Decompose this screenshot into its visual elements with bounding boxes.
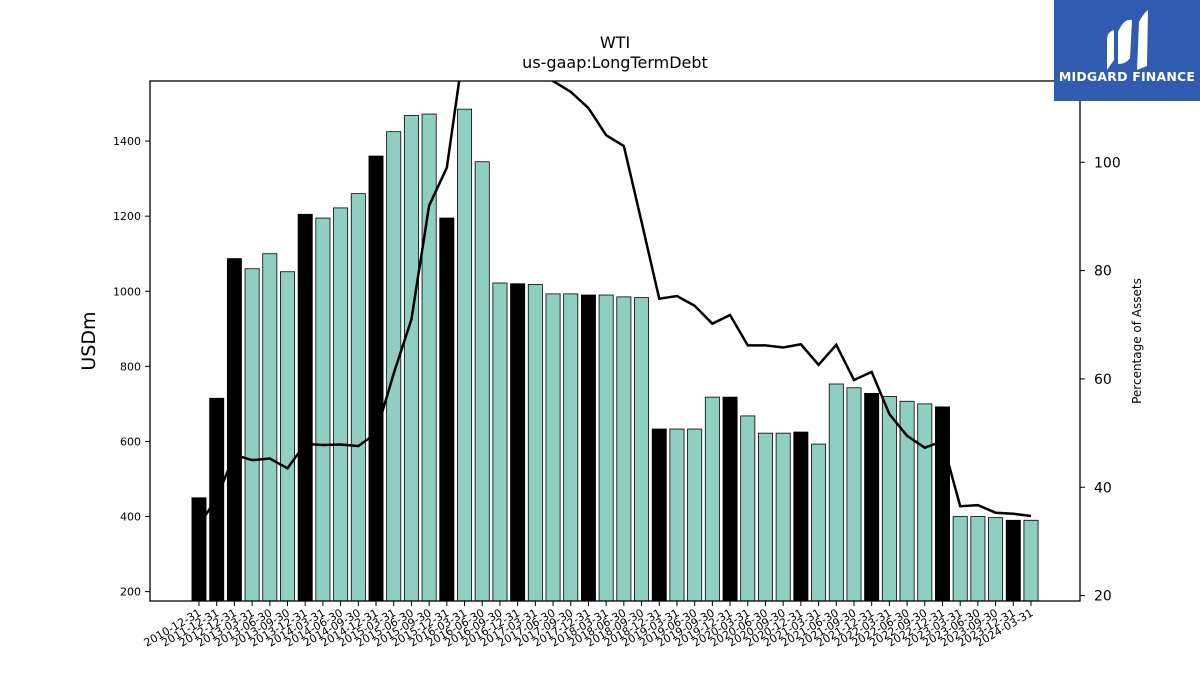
bar-2020-09-30 xyxy=(775,432,791,602)
bar-2020-03-31 xyxy=(740,415,756,602)
bar-2023-06-30 xyxy=(970,516,986,602)
bar-2019-12-31 xyxy=(722,396,738,602)
bar-2018-12-31 xyxy=(651,428,667,602)
right-axis-ticks: 20 40 60 80 100 xyxy=(1080,155,1121,605)
bar-2014-03-31 xyxy=(315,217,331,602)
y-tick-label: 1400 xyxy=(113,135,141,148)
y-tick-label: 1200 xyxy=(113,210,141,223)
bar-2023-03-31 xyxy=(952,516,968,602)
bar-2014-12-31 xyxy=(368,155,384,602)
bar-2021-09-30 xyxy=(846,387,862,602)
y-tick-label: 400 xyxy=(120,511,141,524)
y-tick-label: 800 xyxy=(120,360,141,373)
y2-tick-label: 40 xyxy=(1094,480,1112,496)
bar-2016-03-31 xyxy=(457,108,473,602)
chart-subtitle: us-gaap:LongTermDebt xyxy=(522,53,708,72)
y2-tick-label: 80 xyxy=(1094,264,1112,280)
bar-2017-03-31 xyxy=(527,284,543,602)
bar-2023-12-31 xyxy=(1005,519,1021,602)
bar-2013-03-31 xyxy=(244,268,260,602)
bar-2013-06-30 xyxy=(262,253,278,602)
y-tick-label: 200 xyxy=(120,586,141,599)
bar-2024-03-31 xyxy=(1023,519,1039,602)
plot-frame xyxy=(149,80,1081,602)
y2-tick-label: 20 xyxy=(1094,589,1112,605)
bar-2015-06-30 xyxy=(403,115,419,602)
bar-2023-09-30 xyxy=(988,517,1004,602)
y-axis-label: USDm xyxy=(78,311,100,370)
bar-2022-03-31 xyxy=(881,395,897,602)
bar-2014-09-30 xyxy=(350,193,366,602)
bar-2019-03-31 xyxy=(669,428,685,602)
x-axis-ticks: 2010-12-312011-12-312012-12-312013-03-31… xyxy=(142,601,1036,650)
logo-mark-icon xyxy=(1107,10,1148,70)
y2-tick-label: 100 xyxy=(1094,155,1121,171)
bar-2021-06-30 xyxy=(828,383,844,602)
bar-2013-09-30 xyxy=(280,271,295,602)
bar-2016-06-30 xyxy=(474,161,490,602)
chart-title: WTI xyxy=(600,33,630,52)
bar-2015-03-31 xyxy=(386,131,402,602)
bar-2020-06-30 xyxy=(757,432,773,602)
bar-2016-09-30 xyxy=(492,282,508,602)
percentage-of-assets-line xyxy=(197,81,1032,526)
bar-2021-12-31 xyxy=(864,392,880,602)
bar-2019-06-30 xyxy=(687,428,703,602)
bar-2013-12-31 xyxy=(297,213,313,602)
bar-2021-03-31 xyxy=(811,443,827,602)
left-axis-ticks: 200 400 600 800 1000 1200 1400 xyxy=(113,135,150,599)
line-layer xyxy=(197,81,1032,526)
bar-2016-12-31 xyxy=(510,283,526,602)
bar-2018-09-30 xyxy=(634,297,650,602)
bar-2012-12-31 xyxy=(226,258,242,602)
bar-group xyxy=(191,108,1039,602)
bar-2015-12-31 xyxy=(439,217,455,602)
bar-2018-03-31 xyxy=(598,294,614,602)
bar-2017-06-30 xyxy=(545,293,561,602)
midgard-finance-logo: MIDGARD FINANCE xyxy=(1054,0,1200,101)
logo-text: MIDGARD FINANCE xyxy=(1059,69,1195,84)
bar-2022-09-30 xyxy=(917,403,933,602)
bar-2017-09-30 xyxy=(563,293,579,602)
y2-axis-label: Percentage of Assets xyxy=(1130,278,1144,404)
y2-tick-label: 60 xyxy=(1094,372,1112,388)
y-tick-label: 1000 xyxy=(113,285,141,298)
bar-2018-06-30 xyxy=(616,296,632,602)
bar-2022-12-31 xyxy=(935,406,950,602)
bar-2014-06-30 xyxy=(333,207,349,602)
bar-2020-12-31 xyxy=(793,431,809,602)
bar-2017-12-31 xyxy=(580,294,596,602)
y-tick-label: 600 xyxy=(120,435,141,448)
bar-2015-09-30 xyxy=(421,113,437,602)
bar-2010-12-31 xyxy=(191,497,207,602)
bar-2019-09-30 xyxy=(704,396,720,602)
